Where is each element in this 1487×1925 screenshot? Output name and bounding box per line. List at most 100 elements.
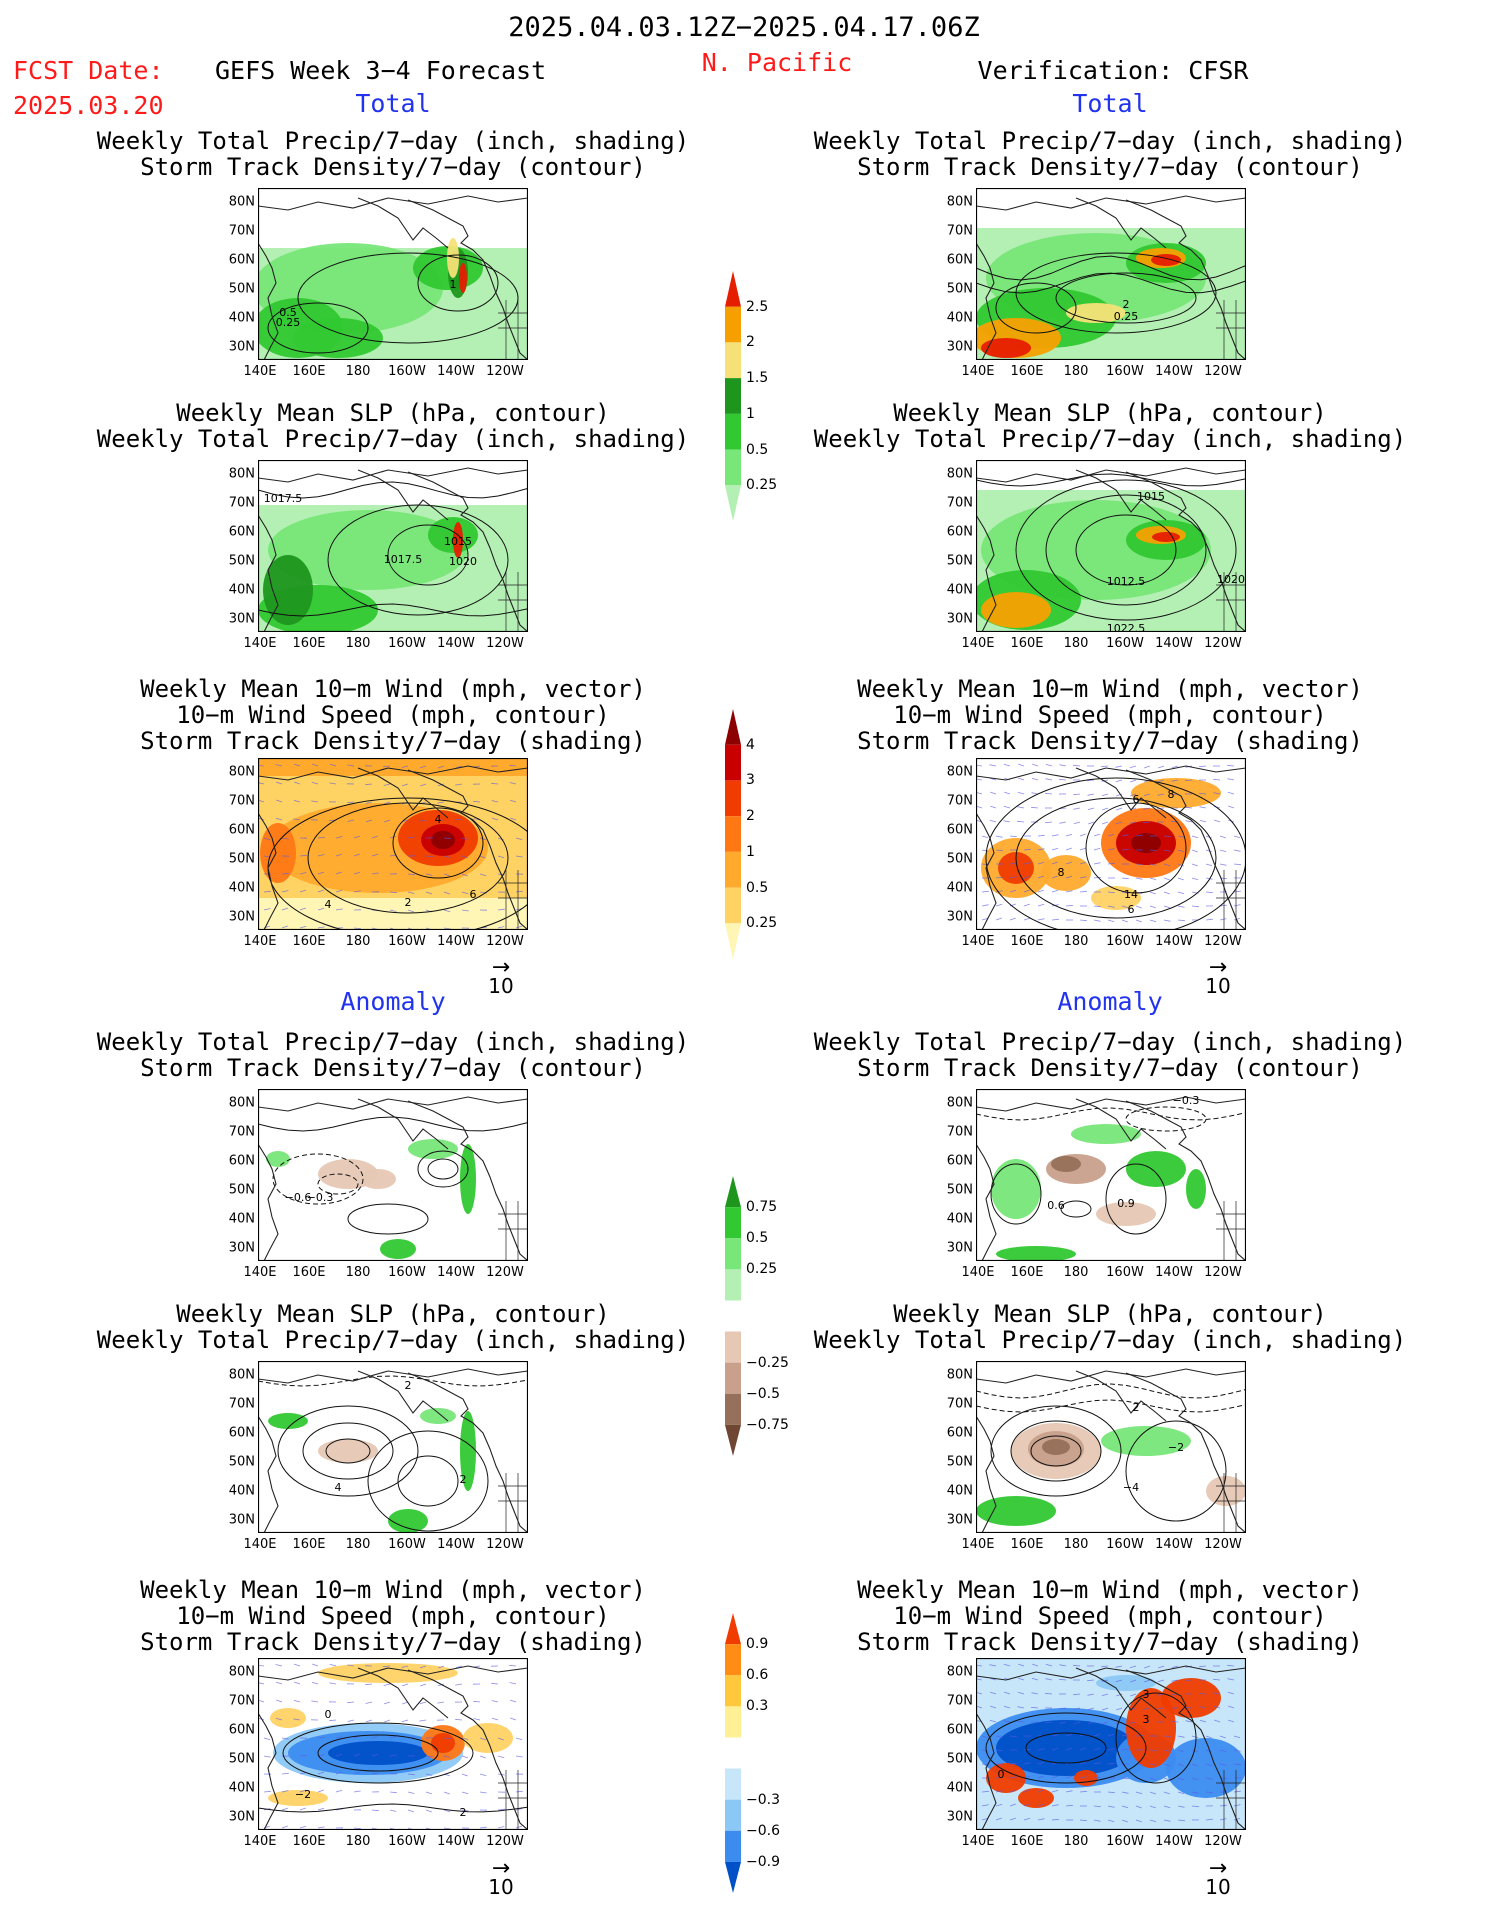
wind-vector [1003,805,1011,809]
lon-tick-label: 160E [1010,1537,1044,1552]
colorbar-swatch [725,1644,741,1676]
colorbar-swatch [725,1300,741,1332]
panel-title: Weekly Mean SLP (hPa, contour) Weekly Tot… [97,400,689,452]
lon-tick-label: 120W [486,934,524,949]
wind-vector [1051,834,1059,837]
wind-vector [1121,919,1128,923]
panel-title-line: Weekly Mean SLP (hPa, contour) [893,1300,1327,1328]
wind-vector [497,926,505,929]
wind-vector [1130,1693,1137,1697]
shading-blob [1131,833,1161,853]
wind-vector [402,1701,409,1705]
lat-tick-label: 80N [946,1367,973,1383]
wind-vector [443,873,451,877]
contour-line [985,1712,1147,1784]
wind-vector [1171,1679,1179,1682]
wind-vector [1205,849,1212,853]
wind-vector [299,889,307,893]
wind-vector [371,872,379,875]
contour-line [392,807,484,879]
contour-line [1030,1435,1082,1467]
lat-tick-label: 80N [228,764,255,780]
lat-tick-label: 60N [946,252,973,268]
colorbar-swatch [725,1799,741,1831]
panel-title-line: Storm Track Density/7−day (contour) [857,153,1363,181]
shading-blob [431,1733,455,1753]
wind-vector [455,1718,463,1721]
shading-blob [1066,303,1126,323]
wind-vector [1037,1818,1045,1821]
wind-vector [515,1808,523,1811]
wind-vector [425,855,433,858]
contour-label: 1017.5 [264,492,303,505]
map-plot: 2 4 2 [258,1361,528,1533]
map-panel-ver-total-wind: 8 14 6 8 6 [976,758,1246,930]
wind-vector [479,1737,487,1741]
lat-tick-label: 40N [946,1483,973,1499]
wind-vector [1205,863,1213,867]
lon-tick-label: 160E [1010,1265,1044,1280]
wind-vector [989,777,997,781]
map-plot: 1 0.50.25 [258,188,528,360]
wind-vector [491,800,499,803]
wind-vector [1177,835,1185,838]
wind-vector [1051,875,1058,879]
wind-vector [976,1705,983,1709]
wind-vector [365,801,373,804]
lon-tick-label: 160E [292,1537,326,1552]
wind-vector [509,1664,517,1667]
wind-vector [1121,1805,1129,1809]
coastline-alaska [357,197,449,249]
wind-vector [347,1701,355,1704]
wind-vector [317,871,325,875]
wind-vector [1073,821,1081,825]
wind-vector [1213,1705,1221,1709]
shading-blob [268,1790,328,1806]
wind-vector [419,765,427,769]
wind-vector [383,1701,391,1705]
wind-vector [1227,791,1235,795]
wind-vector [1023,1762,1031,1765]
wind-vector [1135,863,1143,866]
lat-tick-label: 60N [228,1153,255,1169]
wind-vector [1093,833,1100,837]
wind-vector [461,891,469,895]
wind-vector [509,764,517,767]
wind-vector [1031,1677,1039,1681]
lat-tick-label: 40N [228,880,255,896]
wind-vector [1032,763,1039,767]
wind-vector [1157,1693,1165,1696]
lon-tick-label: 180 [345,1537,371,1552]
wind-vector [293,1718,301,1721]
contour-label: 3 [1143,1713,1150,1726]
lat-tick-label: 70N [946,495,973,511]
map-frame [976,1658,1246,1830]
wind-vector [1087,1693,1095,1696]
wind-vector [329,1719,337,1722]
contour-line [1015,479,1237,621]
wind-vector [981,835,989,839]
contour-line [990,1163,1042,1225]
wind-vector [1087,793,1095,796]
wind-vector [438,1665,445,1669]
wind-vector [299,854,307,857]
wind-vector [1163,835,1171,838]
wind-vector [989,1664,997,1667]
wind-vector [497,855,505,859]
wind-vector [1177,1819,1185,1822]
lon-tick-label: 120W [486,364,524,379]
wind-vector [294,1681,301,1685]
wind-vector [1009,1817,1016,1821]
shading-blob [996,1246,1076,1261]
wind-vector [1093,1762,1101,1765]
wind-vector [1003,1663,1011,1667]
wind-vector [1149,1749,1157,1752]
wind-vector [329,763,337,767]
wind-vector [1199,819,1207,823]
coastline-north-america [1125,769,1246,930]
shading-blob [408,1139,458,1159]
wind-vector [1171,765,1179,769]
colorbar-label: 2 [746,808,755,825]
wind-vector [1227,778,1235,781]
coastline-alaska [1075,1098,1167,1150]
